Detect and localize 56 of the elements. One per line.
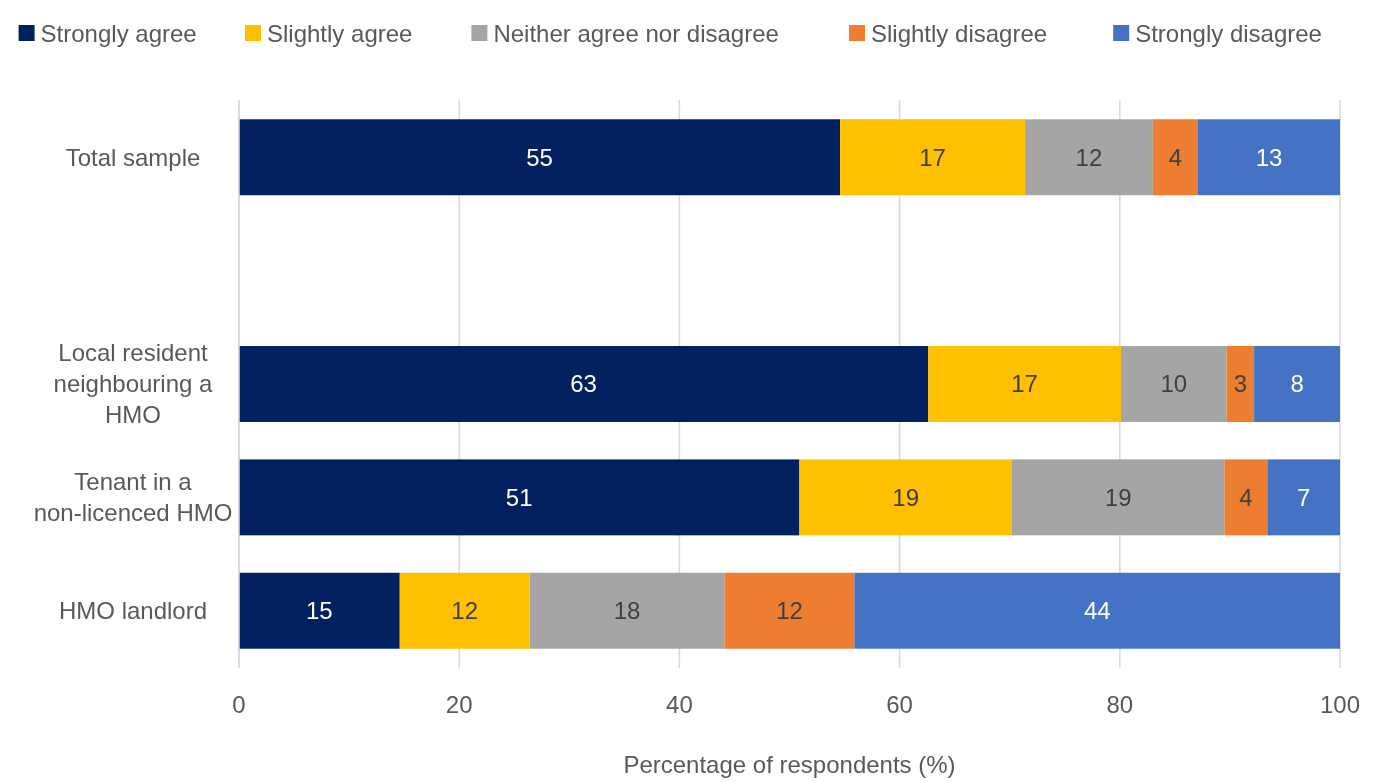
bar xyxy=(724,572,855,649)
data-label: 3 xyxy=(1233,370,1248,398)
bar xyxy=(399,572,530,649)
data-label: 4 xyxy=(1239,483,1253,511)
data-label: 17 xyxy=(1011,370,1038,398)
legend-label: Strongly agree xyxy=(40,20,197,48)
bar xyxy=(799,459,1012,536)
bar xyxy=(239,459,800,536)
legend-label: Slightly disagree xyxy=(871,20,1048,48)
data-label: 10 xyxy=(1160,370,1188,398)
data-label: 4 xyxy=(1168,143,1183,171)
data-label: 7 xyxy=(1296,483,1311,511)
bar xyxy=(1011,459,1225,536)
x-tick-label: 80 xyxy=(1106,691,1134,718)
x-tick-label: 20 xyxy=(445,691,473,718)
bar xyxy=(854,572,1340,649)
data-label: 12 xyxy=(1075,143,1103,171)
legend-label: Slightly agree xyxy=(267,20,413,48)
data-label: 12 xyxy=(451,597,479,625)
data-label: 51 xyxy=(505,483,533,511)
bar xyxy=(239,346,929,422)
x-tick-label: 40 xyxy=(666,691,693,718)
legend-label: Neither agree nor disagree xyxy=(493,20,779,48)
data-label: 63 xyxy=(570,370,597,398)
bar xyxy=(840,119,1026,196)
data-label: 19 xyxy=(1104,483,1132,511)
bar xyxy=(1025,119,1153,196)
bar xyxy=(239,572,400,649)
bar xyxy=(1197,119,1340,196)
y-tick-label: Total sample xyxy=(65,143,201,171)
x-tick-label: 0 xyxy=(232,691,246,718)
x-tick-label: 100 xyxy=(1319,691,1361,718)
data-label: 44 xyxy=(1083,597,1111,625)
data-label: 15 xyxy=(306,597,333,625)
bar xyxy=(1226,346,1255,422)
bar xyxy=(1152,119,1198,196)
legend-label: Strongly disagree xyxy=(1135,20,1322,48)
bar xyxy=(1254,346,1340,422)
bar xyxy=(1267,459,1340,536)
bar xyxy=(239,119,841,196)
y-tick-label: HMO landlord xyxy=(58,597,208,625)
data-label: 18 xyxy=(613,597,641,625)
bar xyxy=(928,346,1121,422)
y-tick-label: Local resident neighbouring a HMO xyxy=(53,339,214,429)
x-tick-label: 60 xyxy=(886,691,913,718)
data-label: 12 xyxy=(776,597,803,625)
data-label: 55 xyxy=(526,143,553,171)
bar xyxy=(1224,459,1268,536)
bar xyxy=(529,572,725,649)
x-axis-title: Percentage of respondents (%) xyxy=(623,751,956,778)
data-label: 8 xyxy=(1290,370,1304,398)
bar xyxy=(1120,346,1227,422)
data-label: 19 xyxy=(892,483,920,511)
data-label: 13 xyxy=(1255,143,1283,171)
data-label: 17 xyxy=(919,143,946,171)
y-tick-label: Tenant in a non-licenced HMO xyxy=(33,468,233,527)
